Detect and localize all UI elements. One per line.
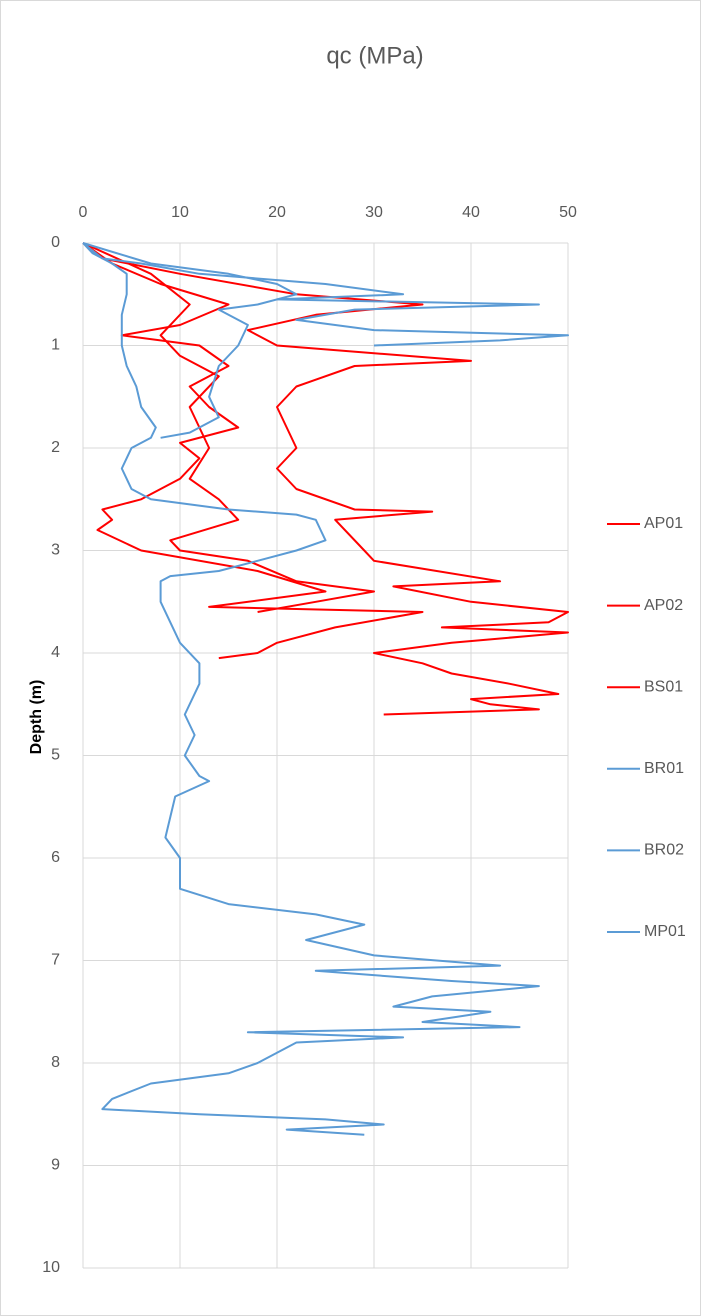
y-axis-label: Depth (m) <box>28 680 45 755</box>
y-tick-label: 6 <box>51 849 60 866</box>
y-tick-label: 7 <box>51 952 60 969</box>
y-tick-label: 9 <box>51 1157 60 1174</box>
x-tick-label: 10 <box>171 204 189 221</box>
y-tick-label: 3 <box>51 542 60 559</box>
series-line <box>82 242 375 613</box>
x-tick-label: 50 <box>559 204 577 221</box>
y-tick-label: 2 <box>51 439 60 456</box>
y-tick-label: 10 <box>42 1259 60 1276</box>
y-tick-label: 0 <box>51 234 60 251</box>
series-line <box>82 242 569 716</box>
series-line <box>82 242 569 347</box>
legend-label: BS01 <box>644 678 683 695</box>
y-tick-label: 1 <box>51 337 60 354</box>
x-tick-label: 0 <box>79 204 88 221</box>
x-tick-label: 40 <box>462 204 480 221</box>
legend-label: AP01 <box>644 515 683 532</box>
x-tick-label: 20 <box>268 204 286 221</box>
y-tick-label: 5 <box>51 747 60 764</box>
y-tick-label: 8 <box>51 1054 60 1071</box>
legend-label: BR01 <box>644 760 684 777</box>
y-tick-label: 4 <box>51 644 60 661</box>
legend-label: BR02 <box>644 842 684 859</box>
legend-label: MP01 <box>644 923 686 940</box>
series-line <box>82 242 424 660</box>
series-line <box>82 242 540 1136</box>
legend-label: AP02 <box>644 597 683 614</box>
x-tick-label: 30 <box>365 204 383 221</box>
chart-title: qc (MPa) <box>326 42 423 69</box>
series-line <box>82 242 298 439</box>
